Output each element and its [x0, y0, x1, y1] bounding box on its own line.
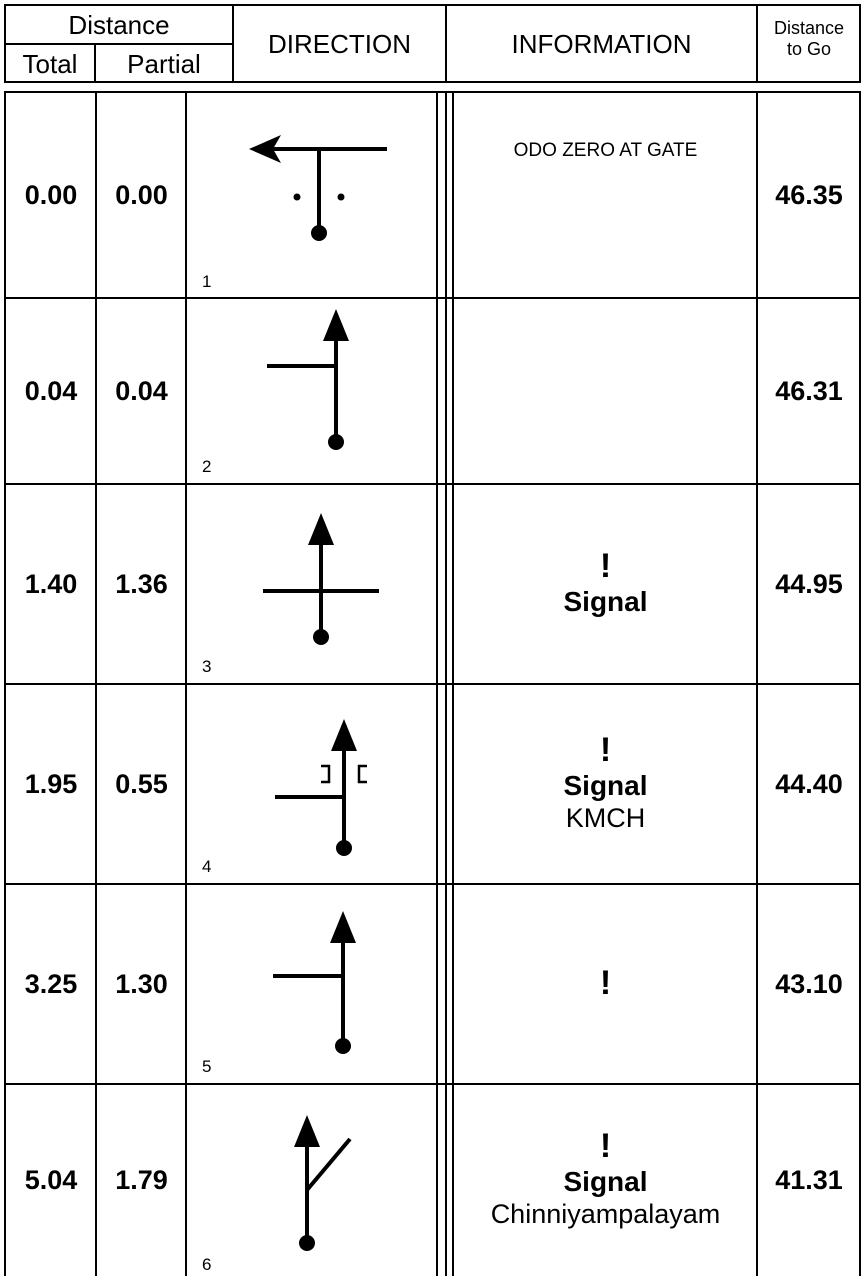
- straight-past-left-junction-icon: [267, 309, 349, 450]
- caution-marker: !: [599, 731, 612, 770]
- info-cell: !: [454, 885, 757, 1083]
- info-signal: Signal: [563, 586, 648, 618]
- info-cell: ! Signal KMCH: [454, 685, 757, 883]
- crossroads-straight-icon: [263, 513, 379, 645]
- header-information: INFORMATION: [511, 29, 692, 59]
- caution-marker: !: [599, 1127, 612, 1166]
- info-signal: Signal: [563, 769, 648, 801]
- header-distance-to-go: Distance to Go: [758, 18, 860, 59]
- distance-to-go: 44.40: [775, 768, 843, 799]
- distance-to-go: 44.95: [775, 568, 843, 599]
- header-distance-to-go-line2: to Go: [786, 38, 832, 59]
- header-total: Total: [22, 48, 78, 79]
- total-distance: 1.40: [24, 568, 78, 599]
- straight-bridge-left-junction-icon: [275, 719, 367, 856]
- row-number: 2: [202, 457, 212, 476]
- total-distance: 0.04: [24, 375, 78, 406]
- partial-distance: 0.00: [115, 179, 168, 210]
- total-distance: 0.00: [24, 179, 78, 210]
- info-note: ODO ZERO AT GATE: [513, 140, 698, 161]
- header-direction: DIRECTION: [268, 29, 411, 59]
- total-distance: 3.25: [24, 968, 78, 999]
- info-signal: Signal: [563, 1165, 648, 1197]
- info-place: Chinniyampalayam: [490, 1199, 721, 1230]
- row-number: 5: [202, 1057, 212, 1076]
- t-junction-turn-left-icon: [249, 135, 387, 241]
- partial-distance: 1.79: [115, 1164, 168, 1195]
- total-distance: 5.04: [24, 1164, 78, 1195]
- caution-marker: !: [599, 964, 612, 1003]
- fork-keep-left-icon: [294, 1115, 352, 1251]
- caution-marker: !: [599, 547, 612, 586]
- distance-to-go: 41.31: [775, 1164, 843, 1195]
- distance-to-go: 46.35: [775, 179, 843, 210]
- row-number: 4: [202, 857, 212, 876]
- header-distance: Distance: [68, 10, 170, 40]
- row-number: 6: [202, 1255, 212, 1274]
- row-number: 3: [202, 657, 212, 676]
- partial-distance: 1.30: [115, 968, 168, 999]
- info-cell: ! Signal Chinniyampalayam: [454, 1085, 757, 1275]
- info-cell: ODO ZERO AT GATE: [454, 140, 757, 162]
- total-distance: 1.95: [24, 768, 78, 799]
- info-place: KMCH: [565, 803, 646, 834]
- info-cell: ! Signal: [454, 485, 757, 683]
- partial-distance: 0.04: [115, 375, 168, 406]
- row-number: 1: [202, 272, 212, 291]
- straight-past-left-junction-icon: [273, 911, 356, 1054]
- partial-distance: 1.36: [115, 568, 168, 599]
- distance-to-go: 43.10: [775, 968, 843, 999]
- partial-distance: 0.55: [115, 768, 168, 799]
- header-partial: Partial: [127, 48, 201, 79]
- distance-to-go: 46.31: [775, 375, 843, 406]
- header-distance-to-go-line1: Distance: [773, 18, 845, 38]
